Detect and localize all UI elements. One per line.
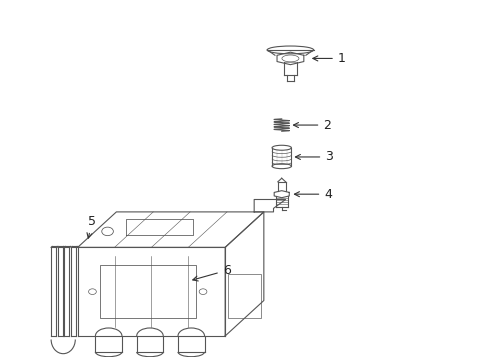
Text: 3: 3 (295, 150, 332, 163)
Text: 1: 1 (312, 52, 345, 65)
Text: 2: 2 (293, 118, 330, 131)
Text: 5: 5 (87, 215, 96, 238)
Text: 4: 4 (294, 188, 331, 201)
Text: 6: 6 (192, 264, 230, 281)
